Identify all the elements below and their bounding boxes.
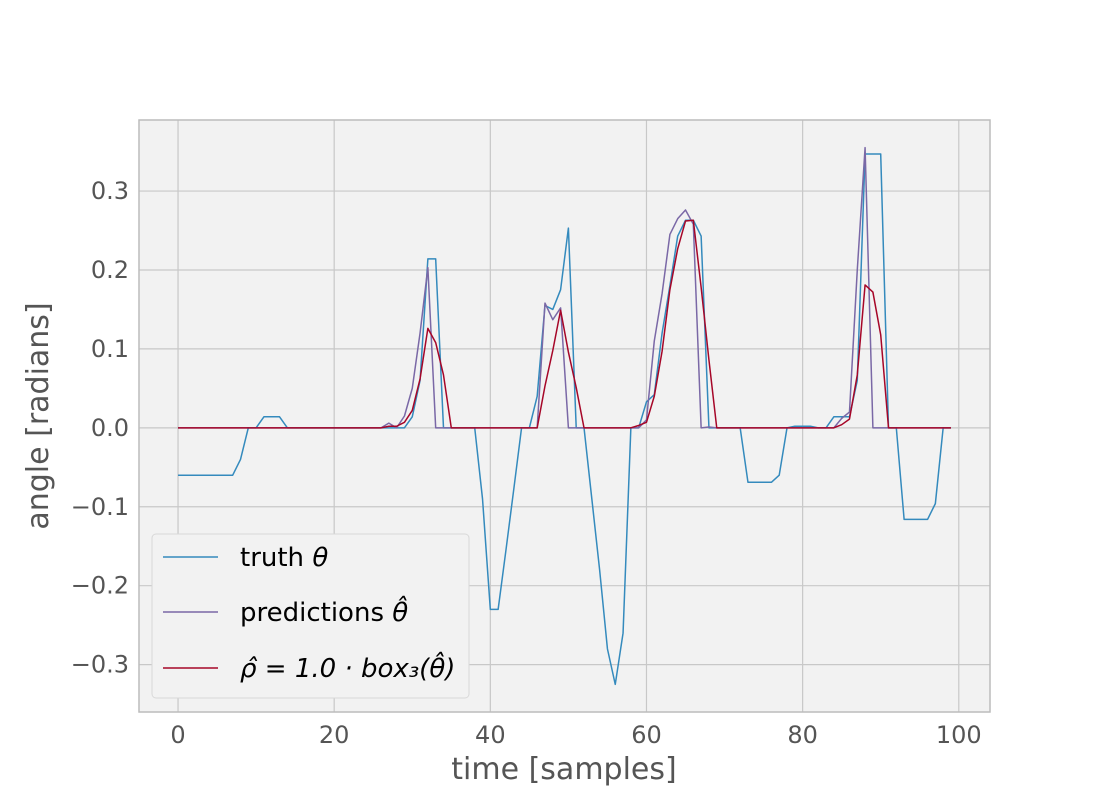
y-tick-labels: −0.3 −0.2 −0.1 0.0 0.1 0.2 0.3 — [71, 177, 129, 679]
legend-label-rho: ρ̂ = 1.0 · box₃(θ̂) — [240, 650, 455, 684]
legend-box — [151, 533, 470, 699]
y-tick-label: −0.2 — [71, 572, 129, 600]
y-tick-label: −0.3 — [71, 651, 129, 679]
x-tick-labels: 0 20 40 60 80 100 — [170, 721, 981, 749]
x-tick-label: 0 — [170, 721, 185, 749]
series-line-rho — [178, 219, 951, 429]
legend-label-predictions: predictions θ̂ — [240, 594, 408, 628]
y-tick-label: 0.1 — [91, 335, 129, 363]
x-tick-label: 20 — [319, 721, 350, 749]
legend-label-rho-math: ρ̂ = 1.0 · box₃(θ̂) — [240, 650, 455, 684]
legend-label-predictions-prefix: predictions — [240, 598, 392, 628]
plot-frame — [138, 119, 991, 713]
legend-label-truth: truth θ — [240, 543, 328, 573]
legend-label-truth-prefix: truth — [240, 543, 312, 573]
y-tick-label: 0.0 — [91, 414, 129, 442]
y-tick-label: 0.2 — [91, 256, 129, 284]
x-tick-label: 40 — [475, 721, 506, 749]
x-tick-label: 80 — [787, 721, 818, 749]
legend: truth θ predictions θ̂ ρ̂ = 1.0 · box₃(θ… — [151, 533, 470, 699]
x-tick-label: 60 — [631, 721, 662, 749]
y-axis-label: angle [radians] — [21, 302, 56, 529]
legend-label-truth-math: θ — [312, 543, 328, 573]
x-axis-label: time [samples] — [451, 752, 676, 787]
series-layer — [178, 146, 951, 686]
x-tick-label: 100 — [936, 721, 982, 749]
legend-label-predictions-math: θ̂ — [392, 594, 408, 628]
y-tick-label: −0.1 — [71, 493, 129, 521]
y-tick-label: 0.3 — [91, 177, 129, 205]
